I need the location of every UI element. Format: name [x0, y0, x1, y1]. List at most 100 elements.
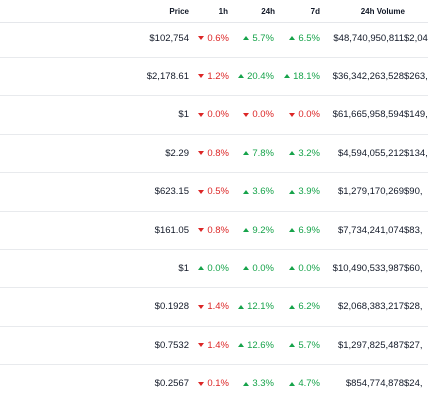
volume-cell: $36,342,263,528 — [332, 70, 404, 82]
market-cap-cell: $2,042 — [404, 32, 428, 44]
percent-change: 0.0% — [198, 263, 229, 274]
caret-up-icon — [289, 266, 296, 271]
percent-value: 3.3% — [252, 378, 274, 390]
price-cell: $0.2567 — [154, 378, 189, 390]
d7-change-cell: 3.9% — [270, 173, 320, 211]
table-row[interactable]: $1 0.0% 0.0% 0.0% $10,490,533,987 $60, — [0, 249, 428, 289]
percent-change: 4.7% — [289, 378, 320, 389]
percent-change: 0.8% — [198, 225, 229, 236]
percent-change: 0.0% — [198, 109, 229, 120]
percent-change: 7.8% — [243, 148, 274, 159]
caret-up-icon — [238, 343, 245, 348]
market-cap-cell: $60, — [404, 262, 423, 274]
caret-up-icon — [289, 304, 296, 309]
table-row[interactable]: $0.2567 0.1% 3.3% 4.7% $854,774,878 $24, — [0, 365, 428, 400]
market-cap-cell: $27, — [404, 339, 423, 351]
volume-cell: $7,734,241,074 — [337, 224, 404, 236]
table-row[interactable]: $2,178.61 1.2% 20.4% 18.1% $36,342,263,528 $2… — [0, 57, 428, 97]
column-header-24h-volume[interactable]: 24h Volume — [360, 6, 405, 16]
percent-value: 6.2% — [298, 301, 320, 313]
volume-cell: $1,279,170,269 — [337, 186, 404, 198]
d7-change-cell: 3.2% — [270, 134, 320, 172]
caret-up-icon — [289, 189, 296, 194]
percent-change: 6.9% — [289, 225, 320, 236]
h1-change-cell: 0.0% — [179, 96, 229, 134]
percent-change: 3.9% — [289, 186, 320, 197]
percent-change: 0.1% — [198, 378, 229, 389]
volume-cell: $4,594,055,212 — [337, 147, 404, 159]
price-cell: $2.29 — [165, 147, 189, 159]
price-cell: $161.05 — [154, 224, 189, 236]
d7-change-cell: 5.7% — [270, 326, 320, 364]
percent-change: 0.6% — [198, 33, 229, 44]
table-row[interactable]: $0.1928 1.4% 12.1% 6.2% $2,068,383,217 $28, — [0, 288, 428, 327]
percent-change: 0.8% — [198, 148, 229, 159]
h24-change-cell: 12.6% — [224, 326, 274, 364]
caret-up-icon — [289, 36, 296, 40]
percent-change: 3.2% — [289, 148, 320, 159]
percent-value: 0.0% — [252, 109, 274, 121]
percent-change: 9.2% — [243, 225, 274, 236]
caret-up-icon — [289, 151, 296, 156]
column-header-7d[interactable]: 7d — [310, 6, 320, 16]
d7-change-cell: 18.1% — [270, 57, 320, 95]
price-cell: $102,754 — [149, 32, 189, 44]
d7-change-cell: 6.5% — [270, 19, 320, 57]
column-header-price[interactable]: Price — [169, 6, 189, 16]
h24-change-cell: 3.6% — [224, 173, 274, 211]
h1-change-cell: 0.5% — [179, 173, 229, 211]
caret-up-icon — [238, 74, 245, 79]
h1-change-cell: 0.8% — [179, 211, 229, 249]
volume-cell: $48,740,950,811 — [333, 32, 404, 44]
percent-value: 5.7% — [252, 32, 274, 44]
caret-down-icon — [289, 112, 296, 117]
h24-change-cell: 9.2% — [224, 211, 274, 249]
volume-cell: $10,490,533,987 — [332, 262, 404, 274]
percent-value: 0.1% — [207, 378, 229, 390]
table-row[interactable]: $102,754 0.6% 5.7% 6.5% $48,740,950,811 $2,04… — [0, 19, 428, 58]
market-cap-cell: $263, — [404, 70, 428, 82]
table-row[interactable]: $1 0.0% 0.0% 0.0% $61,665,958,594 $149, — [0, 96, 428, 135]
h24-change-cell: 7.8% — [224, 134, 274, 172]
percent-value: 18.1% — [293, 70, 320, 82]
price-cell: $0.7532 — [154, 339, 189, 351]
h24-change-cell: 0.0% — [224, 96, 274, 134]
percent-value: 0.0% — [252, 262, 274, 274]
caret-up-icon — [284, 74, 291, 79]
h1-change-cell: 1.4% — [179, 326, 229, 364]
volume-cell: $61,665,958,594 — [332, 109, 404, 121]
table-row[interactable]: $161.05 0.8% 9.2% 6.9% $7,734,241,074 $83, — [0, 211, 428, 250]
caret-up-icon — [243, 189, 250, 194]
table-row[interactable]: $2.29 0.8% 7.8% 3.2% $4,594,055,212 $134, — [0, 134, 428, 174]
volume-cell: $2,068,383,217 — [337, 301, 404, 313]
caret-up-icon — [243, 151, 250, 156]
caret-up-icon — [243, 36, 250, 40]
percent-value: 0.8% — [207, 147, 229, 159]
caret-up-icon — [289, 381, 296, 386]
percent-value: 5.7% — [298, 339, 320, 351]
table-row[interactable]: $0.7532 1.4% 12.6% 5.7% $1,297,825,487 $27, — [0, 326, 428, 366]
percent-change: 5.7% — [289, 340, 320, 351]
price-cell: $1 — [178, 262, 189, 274]
price-cell: $623.15 — [154, 186, 189, 198]
caret-down-icon — [243, 112, 250, 117]
percent-change: 6.2% — [289, 301, 320, 312]
percent-change: 12.6% — [238, 340, 274, 351]
percent-value: 9.2% — [252, 224, 274, 236]
column-header-24h[interactable]: 24h — [261, 6, 275, 16]
percent-change: 5.7% — [243, 33, 274, 44]
percent-value: 12.1% — [247, 301, 274, 313]
market-cap-cell: $28, — [404, 301, 423, 313]
h1-change-cell: 0.8% — [179, 134, 229, 172]
market-cap-cell: $149, — [404, 109, 428, 121]
d7-change-cell: 6.2% — [270, 288, 320, 326]
percent-value: 0.6% — [207, 32, 229, 44]
h24-change-cell: 12.1% — [224, 288, 274, 326]
percent-change: 6.5% — [289, 33, 320, 44]
h24-change-cell: 0.0% — [224, 249, 274, 287]
percent-value: 0.0% — [298, 109, 320, 121]
percent-change: 3.3% — [243, 378, 274, 389]
table-row[interactable]: $623.15 0.5% 3.6% 3.9% $1,279,170,269 $90, — [0, 173, 428, 212]
caret-down-icon — [198, 74, 205, 79]
column-header-1h[interactable]: 1h — [218, 6, 228, 16]
